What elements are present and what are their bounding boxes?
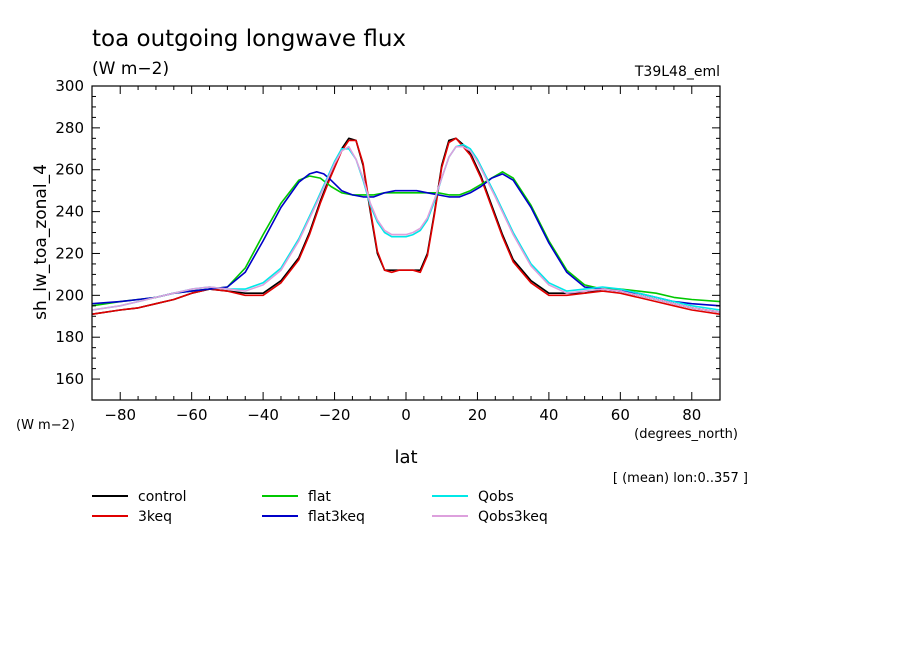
y-tick-label: 160	[55, 370, 84, 388]
x-tick-label: −20	[319, 406, 351, 424]
x-tick-label: 80	[682, 406, 701, 424]
footnote: [ (mean) lon:0..357 ]	[613, 471, 748, 486]
y-tick-label: 220	[55, 244, 84, 262]
legend: control 3keq flat flat3keq Qobs Qobs3keq	[92, 489, 548, 525]
x-axis-label: lat	[394, 447, 417, 468]
chart-title: toa outgoing longwave flux	[92, 26, 406, 52]
plot-frame	[91, 85, 721, 401]
plot-area: −80 −60 −40 −20 0 20 40 60 80 160 180 200 220 240 260 2…	[55, 77, 721, 424]
x-tick-label: −40	[247, 406, 279, 424]
y-tick-label: 200	[55, 286, 84, 304]
x-tick-label: 20	[468, 406, 487, 424]
legend-label-control: control	[138, 489, 187, 505]
chart-units: (W m−2)	[92, 59, 169, 79]
y-tick-label: 240	[55, 203, 84, 221]
legend-label-3keq: 3keq	[138, 509, 172, 525]
x-tick-label: 60	[611, 406, 630, 424]
series-line-Qobs	[91, 143, 721, 311]
series-line-flat	[91, 171, 721, 307]
x-tick-label: −80	[104, 406, 136, 424]
legend-label-flat: flat	[308, 489, 331, 505]
series-line-3keq	[91, 137, 721, 315]
y-tick-label: 300	[55, 77, 84, 95]
legend-label-flat3keq: flat3keq	[308, 509, 365, 525]
run-id-label: T39L48_eml	[634, 64, 720, 80]
series-line-flat3keq	[91, 171, 721, 307]
legend-label-Qobs: Qobs	[478, 489, 514, 505]
y-tick-label: 280	[55, 119, 84, 137]
series-line-control	[91, 137, 721, 315]
x-tick-label: 40	[539, 406, 558, 424]
legend-label-Qobs3keq: Qobs3keq	[478, 509, 548, 525]
x-tick-label: 0	[401, 406, 411, 424]
y-tick-label: 180	[55, 328, 84, 346]
x-tick-label: −60	[176, 406, 208, 424]
series-line-Qobs3keq	[91, 145, 721, 313]
y-axis-label: sh_lw_toa_zonal_4	[31, 164, 51, 320]
y-axis-units: (W m−2)	[16, 418, 75, 433]
x-axis-units: (degrees_north)	[634, 427, 738, 442]
y-tick-label: 260	[55, 161, 84, 179]
